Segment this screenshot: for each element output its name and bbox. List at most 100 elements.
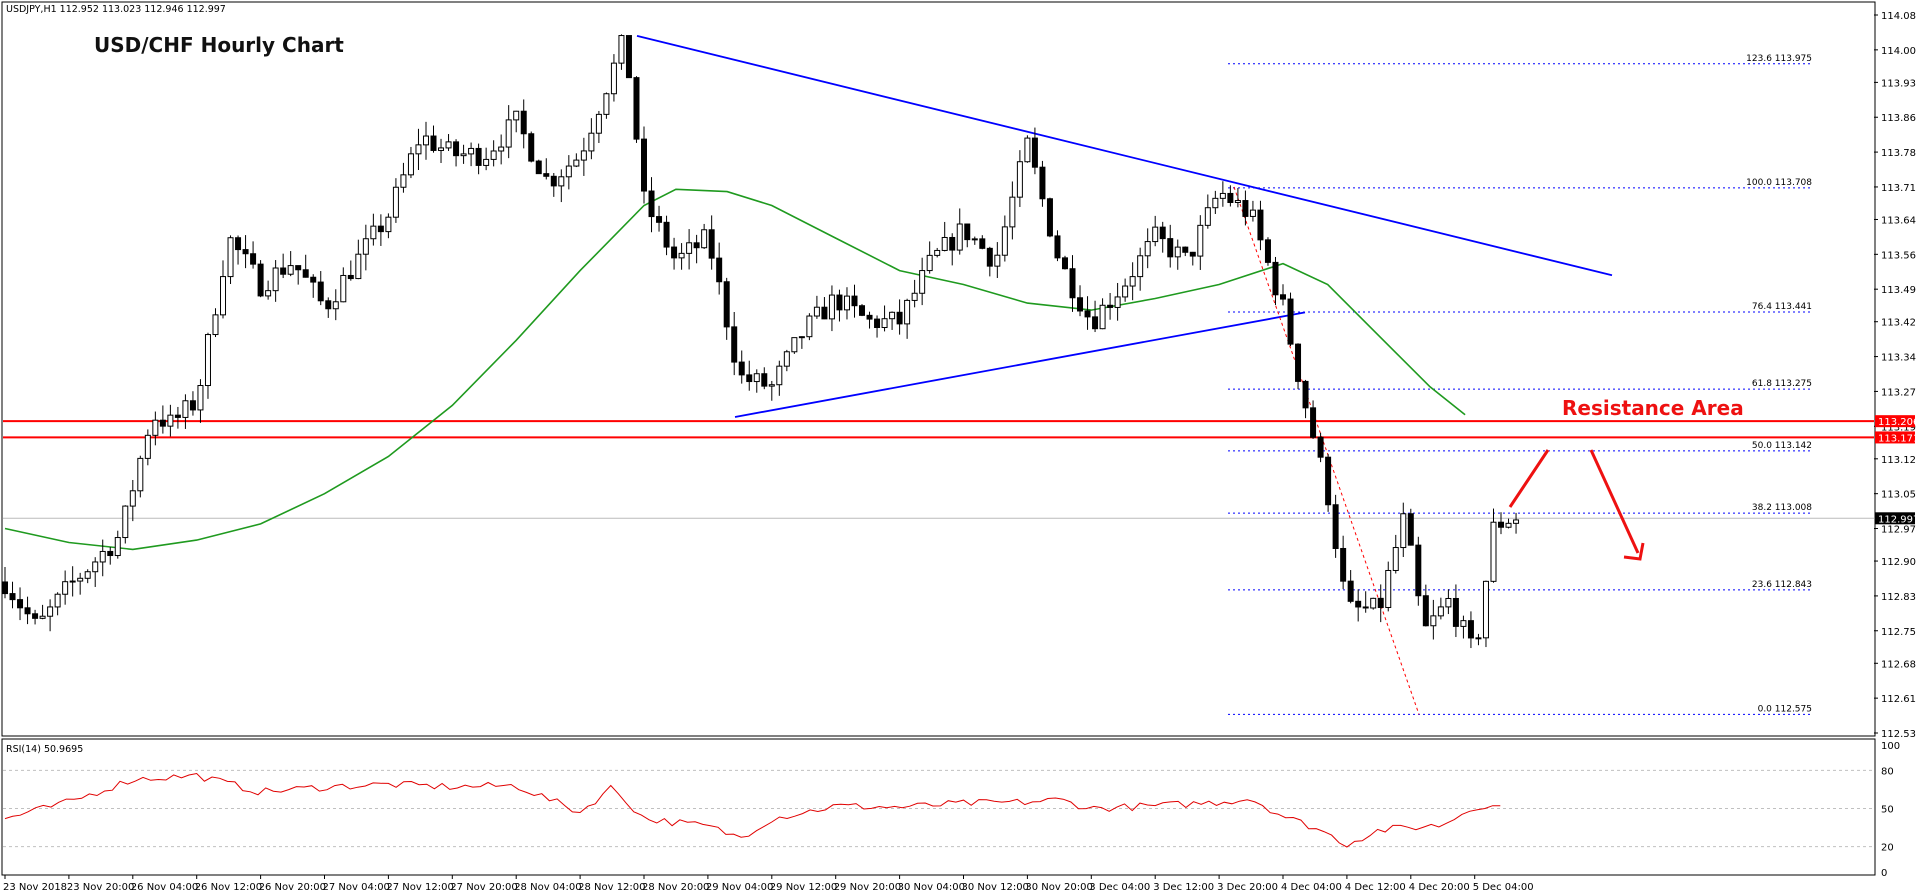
candle-body: [1024, 137, 1031, 163]
price-tick-label: 113.345: [1881, 353, 1916, 364]
candle-body: [738, 361, 745, 376]
candle-body: [242, 249, 249, 255]
candle-body: [1219, 192, 1226, 199]
candle-body: [625, 35, 632, 79]
candle-body: [62, 581, 69, 595]
candle-body: [693, 242, 700, 249]
candle-body: [1234, 200, 1241, 203]
candle-body: [430, 135, 437, 151]
candle-body: [235, 237, 242, 251]
price-tick-label: 113.050: [1881, 490, 1916, 501]
candle-body: [964, 223, 971, 241]
main-plot-frame: [1, 1, 1876, 737]
candle-body: [1197, 224, 1204, 257]
price-tick-label: 112.830: [1881, 592, 1916, 603]
price-tick-label: 112.905: [1881, 557, 1916, 568]
current-price-label: 112.997: [1878, 514, 1916, 525]
fib-level-label: 76.4 113.441: [1752, 302, 1812, 312]
time-tick-label: 27 Nov 04:00: [323, 882, 390, 893]
candle-body: [828, 294, 835, 320]
candle-body: [1016, 161, 1023, 198]
candle-body: [1287, 298, 1294, 345]
candle-body: [159, 419, 166, 427]
candle-body: [1490, 521, 1497, 582]
candle-body: [84, 571, 91, 579]
candle-body: [167, 414, 174, 427]
candle-body: [1212, 197, 1219, 209]
candle-body: [971, 238, 978, 241]
resistance-area-label: Resistance Area: [1562, 396, 1744, 420]
fib-level-label: 61.8 113.275: [1752, 379, 1812, 389]
candle-body: [1272, 261, 1279, 296]
candle-body: [806, 315, 813, 338]
candle-body: [220, 276, 227, 316]
candle-body: [1189, 251, 1196, 257]
candle-body: [189, 400, 196, 411]
rsi-label: RSI(14) 50.9695: [6, 744, 83, 755]
candle-body: [1460, 620, 1467, 627]
fib-level-label: 50.0 113.142: [1752, 441, 1812, 451]
candle-body: [573, 159, 580, 167]
candle-body: [1099, 304, 1106, 330]
candle-body: [1505, 522, 1512, 528]
candle-body: [580, 150, 587, 161]
candle-body: [92, 561, 99, 573]
candle-body: [633, 77, 640, 140]
candle-body: [362, 238, 369, 255]
price-tick-label: 114.005: [1881, 46, 1916, 57]
candle-body: [9, 593, 16, 601]
time-tick-label: 3 Dec 20:00: [1217, 882, 1278, 893]
candle-body: [979, 238, 986, 249]
candle-body: [746, 374, 753, 383]
candle-body: [1114, 296, 1121, 308]
time-tick-label: 29 Nov 12:00: [770, 882, 837, 893]
candle-body: [1144, 241, 1151, 257]
candle-body: [332, 301, 339, 310]
time-tick-label: 28 Nov 04:00: [514, 882, 581, 893]
candle-body: [513, 110, 520, 121]
resistance-price-label: 113.206: [1878, 417, 1916, 428]
candle-body: [370, 225, 377, 240]
candle-body: [1204, 207, 1211, 226]
candle-body: [227, 237, 234, 278]
down-arrow-head: [1623, 542, 1645, 561]
candle-body: [934, 249, 941, 256]
candle-body: [1249, 209, 1256, 217]
candle-body: [1295, 343, 1302, 382]
candle-body: [438, 147, 445, 151]
candle-body: [1159, 226, 1166, 240]
price-tick-label: 113.195: [1881, 422, 1916, 433]
price-tick-label: 112.755: [1881, 627, 1916, 638]
candle-body: [1310, 407, 1317, 438]
candle-body: [821, 306, 828, 320]
chart-title: USD/CHF Hourly Chart: [94, 33, 344, 57]
candle-body: [1092, 316, 1099, 330]
time-tick-label: 26 Nov 20:00: [259, 882, 326, 893]
candle-body: [1107, 304, 1114, 308]
candle-body: [889, 311, 896, 320]
candle-body: [1377, 597, 1384, 608]
candle-body: [1437, 606, 1444, 617]
time-tick-label: 4 Dec 20:00: [1409, 882, 1470, 893]
candle-body: [39, 615, 46, 619]
rsi-tick-label: 0: [1881, 868, 1887, 879]
time-tick-label: 4 Dec 12:00: [1345, 882, 1406, 893]
candle-body: [1280, 294, 1286, 300]
time-tick-label: 23 Nov 20:00: [67, 882, 134, 893]
time-tick-label: 3 Dec 04:00: [1089, 882, 1150, 893]
candle-body: [813, 306, 820, 317]
time-tick-label: 5 Dec 04:00: [1473, 882, 1534, 893]
candle-body: [1122, 285, 1129, 298]
candle-body: [69, 580, 76, 583]
resistance-price-label: 113.171: [1878, 433, 1916, 444]
candle-body: [956, 223, 963, 251]
candle-body: [107, 550, 114, 557]
price-tick-label: 113.935: [1881, 78, 1916, 89]
candle-body: [1385, 569, 1392, 608]
candle-body: [595, 113, 602, 134]
candle-body: [400, 174, 407, 188]
candle-body: [385, 216, 392, 233]
candle-body: [287, 265, 294, 275]
candle-body: [1513, 519, 1520, 524]
candle-body: [881, 318, 888, 329]
